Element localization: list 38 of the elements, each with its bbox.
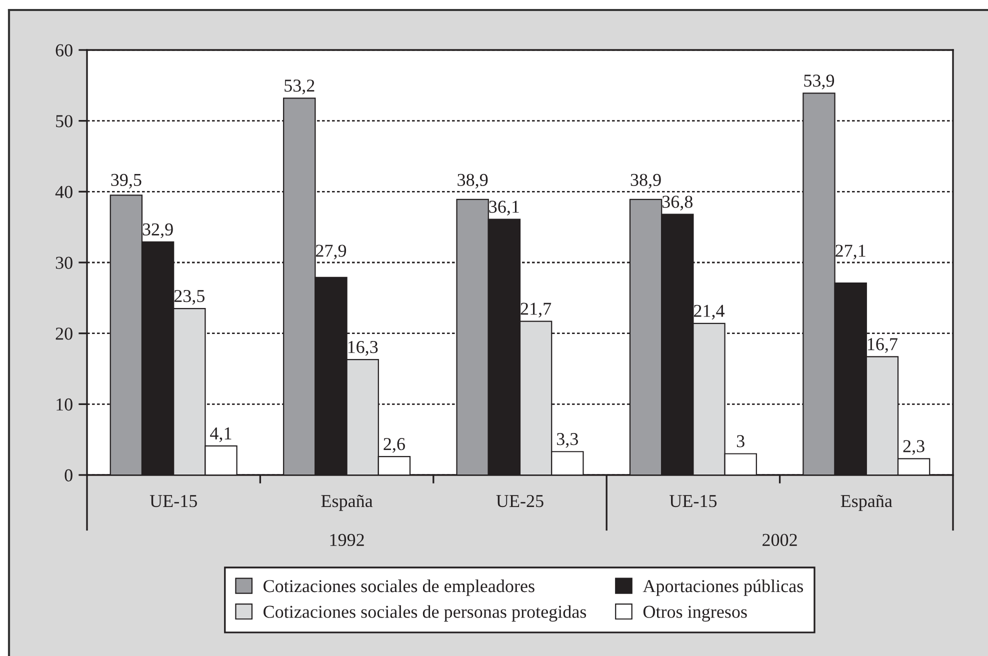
data-label: 21,7 xyxy=(520,302,552,318)
data-label: 3,3 xyxy=(556,433,578,448)
data-label: 53,9 xyxy=(804,74,834,90)
data-label: 3 xyxy=(736,435,744,448)
legend-label: Cotizaciones sociales de empleadores xyxy=(264,580,534,596)
data-label: 2,6 xyxy=(384,438,405,453)
data-label: 27,9 xyxy=(316,244,346,260)
legend-label: Aportaciones públicas xyxy=(642,579,803,596)
text: 1992 xyxy=(330,534,364,546)
y-tick-label: 20 xyxy=(56,328,72,340)
x-tick-label: España xyxy=(321,494,373,511)
y-tick-label: 30 xyxy=(56,256,72,269)
data-label: 23,5 xyxy=(174,290,204,305)
data-label: 38,9 xyxy=(458,174,488,189)
data-label: 39,5 xyxy=(111,174,142,189)
data-label: 53,2 xyxy=(284,80,314,94)
data-label: 2,3 xyxy=(903,440,924,455)
x-tick-label: UE-25 xyxy=(496,495,544,508)
legend-label: Otros ingresos xyxy=(643,606,747,622)
x-tick-label: España xyxy=(840,494,892,511)
data-label: 16,7 xyxy=(868,338,898,353)
data-label: 27,1 xyxy=(836,244,866,260)
data-label: 38,9 xyxy=(630,174,661,189)
data-label: 36,8 xyxy=(662,196,693,210)
y-tick-label: 0 xyxy=(64,469,72,482)
legend-label: Cotizaciones sociales de personas protegidas xyxy=(264,605,586,622)
y-tick-label: 10 xyxy=(56,398,72,411)
data-label: 36,1 xyxy=(489,200,519,216)
data-label: 16,3 xyxy=(348,340,378,356)
y-tick-label: 60 xyxy=(56,44,72,56)
x-tick-label: UE-15 xyxy=(670,495,717,508)
data-label: 32,9 xyxy=(142,223,173,238)
data-label: 4,1 xyxy=(210,427,232,442)
x-tick-label: UE-15 xyxy=(150,495,197,508)
y-tick-label: 50 xyxy=(56,115,72,128)
y-tick-label: 40 xyxy=(55,186,72,198)
data-label: 21,4 xyxy=(694,304,725,320)
text: 2002 xyxy=(762,534,797,546)
